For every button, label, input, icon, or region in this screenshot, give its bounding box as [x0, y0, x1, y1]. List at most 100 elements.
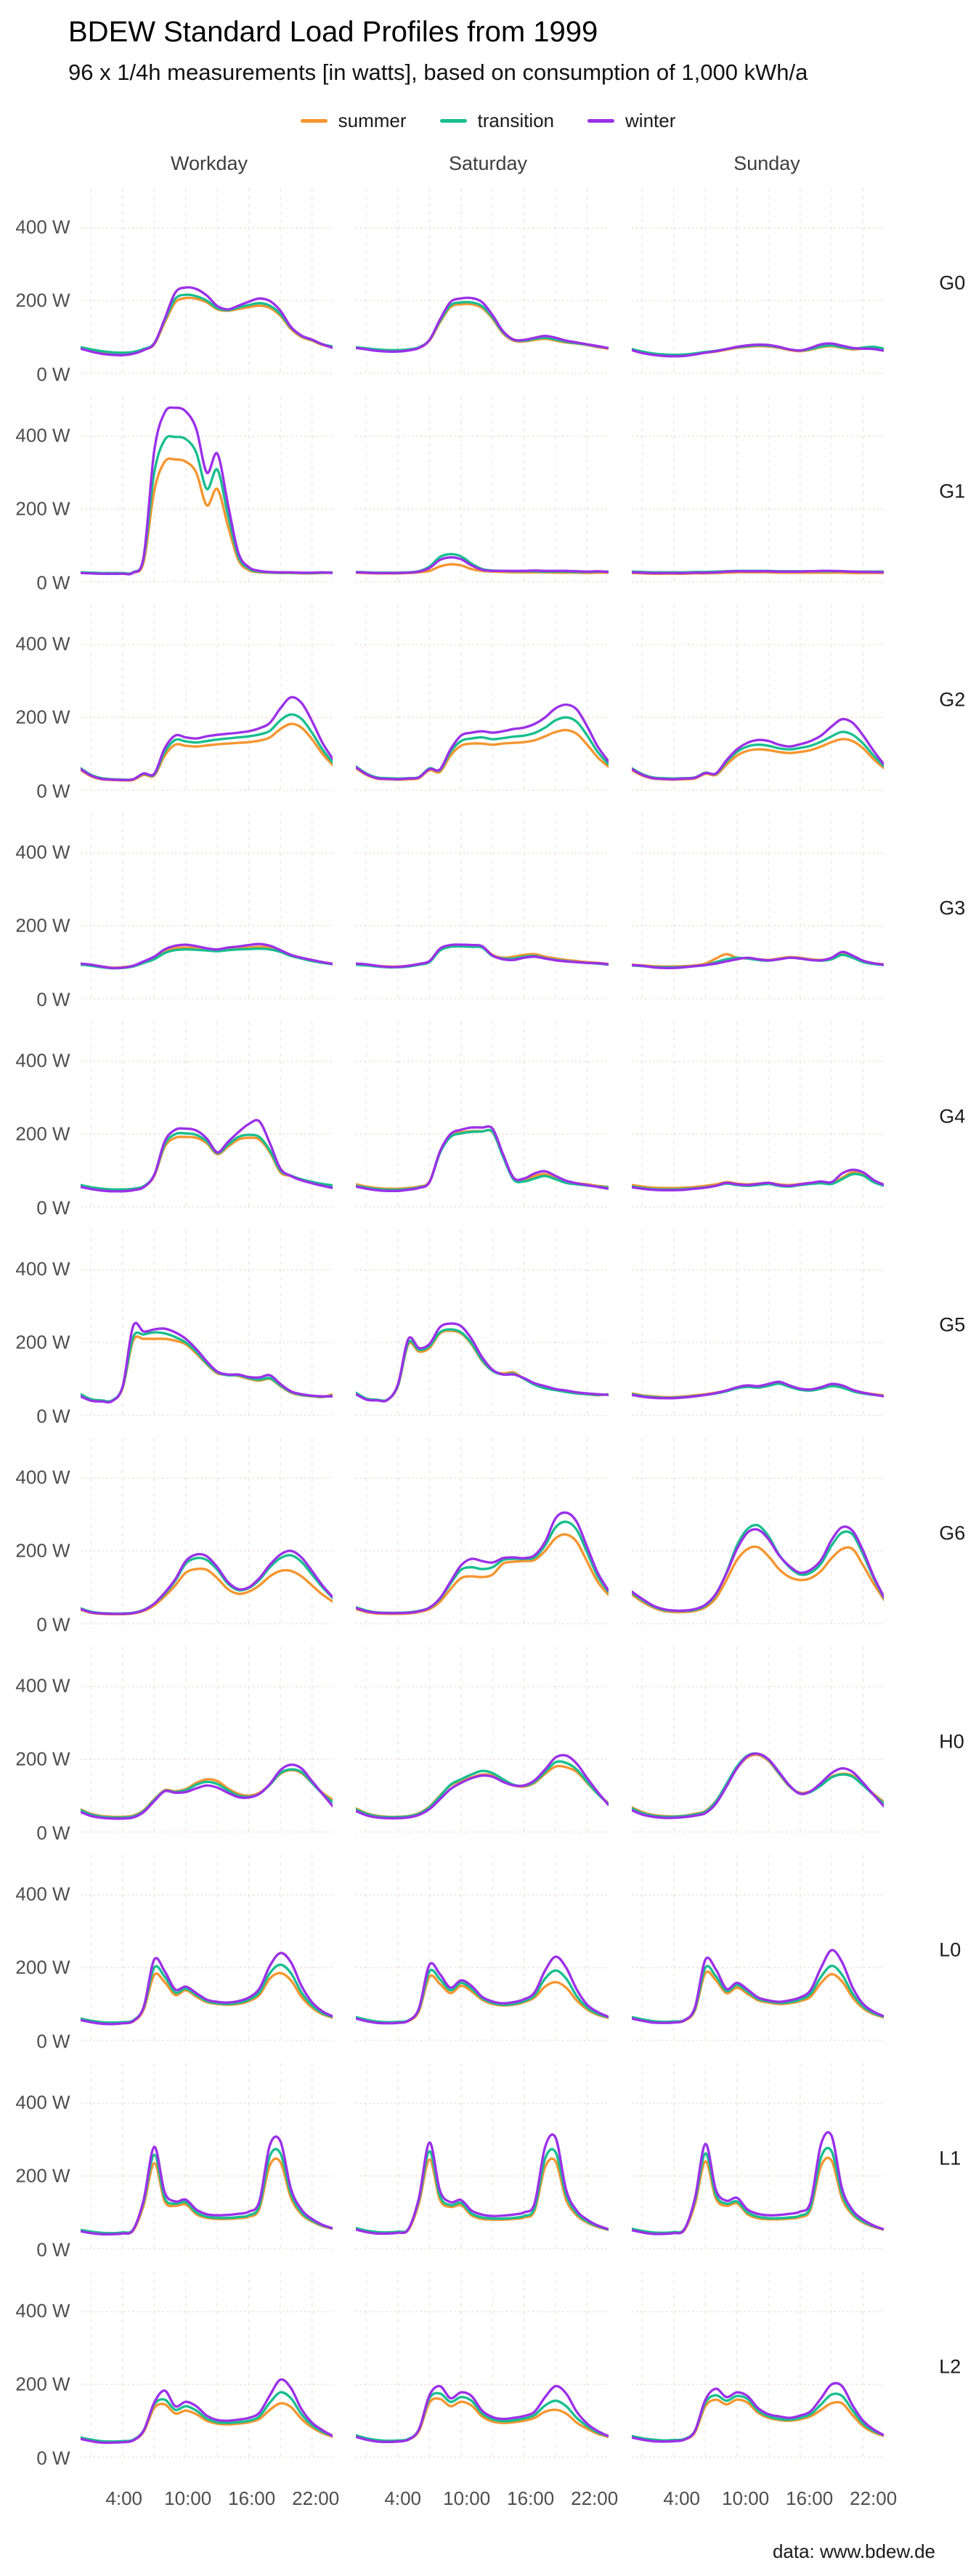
x-axis: 4:00 10:00 16:00 22:00 4:00 10:00 16:00 22:00 4:… [0, 2483, 976, 2512]
x-tick-label: 4:00 [384, 2487, 421, 2509]
gridlines [631, 2271, 884, 2462]
line-summer [80, 296, 333, 355]
facet-row-G4: 0 W 200 W 400 W G4 [0, 1020, 976, 1228]
legend-label: summer [338, 109, 407, 131]
facet-panel-H0-saturday [356, 1646, 609, 1837]
y-tick-label: 200 W [15, 1331, 70, 1353]
legend-item-winter: winter [587, 110, 675, 132]
y-tick-label: 0 W [36, 363, 70, 386]
facet-panel-L2-saturday [356, 2271, 609, 2462]
x-tick-label: 10:00 [443, 2487, 491, 2509]
gridlines [80, 396, 333, 587]
line-winter [80, 696, 333, 781]
page-title: BDEW Standard Load Profiles from 1999 [68, 16, 598, 48]
facet-panel-L0-sunday [631, 1854, 884, 2045]
facet-strip-label: G2 [939, 688, 966, 710]
column-header-sunday: Sunday [733, 152, 800, 174]
line-summer [80, 1769, 333, 1819]
line-winter [356, 1322, 609, 1403]
column-header-spacer [0, 152, 81, 175]
line-summer [356, 2397, 609, 2443]
line-transition [631, 2392, 884, 2442]
facet-panel-G3-workday [80, 812, 333, 1003]
line-transition [631, 1523, 884, 1613]
gridlines [80, 812, 333, 1003]
facet-strip-label: L0 [939, 1939, 961, 1960]
facet-row-G3: 0 W 200 W 400 W G3 [0, 812, 976, 1020]
gridlines [631, 396, 884, 587]
line-winter [80, 1119, 333, 1193]
line-winter [631, 2381, 884, 2443]
line-transition [80, 947, 333, 970]
x-tick-label: 16:00 [228, 2487, 276, 2509]
line-summer [80, 457, 333, 575]
facet-strip-L0: L0 [907, 1854, 976, 2046]
y-tick-label: 200 W [15, 2373, 70, 2395]
facet-row-L1: 0 W 200 W 400 W L1 [0, 2062, 976, 2270]
legend-label: winter [625, 109, 676, 131]
y-tick-label: 400 W [15, 1466, 70, 1488]
line-transition [80, 1131, 333, 1191]
gridlines [631, 1646, 884, 1837]
facet-panel-G2-workday [80, 604, 333, 795]
gridlines [631, 1229, 884, 1420]
line-winter [80, 2378, 333, 2445]
x-tick-label: 4:00 [663, 2487, 700, 2509]
line-winter [80, 1763, 333, 1820]
y-tick-label: 0 W [36, 2030, 70, 2053]
facet-panel-G6-sunday [631, 1438, 884, 1629]
x-tick-label: 4:00 [105, 2487, 142, 2509]
x-tick-label: 10:00 [722, 2487, 770, 2509]
y-tick-label: 200 W [15, 914, 70, 937]
gridlines [80, 2271, 333, 2462]
facet-strip-G2: G2 [907, 603, 976, 796]
legend-label: transition [477, 109, 555, 131]
y-axis-labels: 0 W 200 W 400 W [0, 395, 81, 593]
facet-panel-L1-saturday [356, 2063, 609, 2254]
facet-strip-G4: G4 [907, 1020, 976, 1212]
facet-strip-G0: G0 [907, 187, 976, 379]
y-axis-labels: 0 W 200 W 400 W [0, 2270, 81, 2469]
facet-row-G0: 0 W 200 W 400 W G0 [0, 187, 976, 395]
y-tick-label: 0 W [36, 780, 70, 802]
facet-strip-label: G5 [939, 1313, 966, 1335]
legend-swatch-winter-icon [587, 118, 615, 123]
line-transition [80, 2148, 333, 2235]
line-winter [356, 2384, 609, 2443]
column-header-workday: Workday [170, 152, 248, 174]
chart-header: BDEW Standard Load Profiles from 1999 96… [0, 0, 976, 86]
line-summer [356, 1128, 609, 1191]
y-tick-label: 0 W [36, 2447, 70, 2469]
gridlines [356, 1854, 609, 2045]
y-axis-labels: 0 W 200 W 400 W [0, 187, 81, 385]
line-winter [356, 2133, 609, 2235]
line-summer [631, 1753, 884, 1818]
y-tick-label: 400 W [15, 424, 70, 447]
y-tick-label: 200 W [15, 1539, 70, 1562]
gridlines [631, 1021, 884, 1212]
line-summer [80, 722, 333, 782]
facet-row-H0: 0 W 200 W 400 W H0 [0, 1645, 976, 1854]
x-tick-label: 22:00 [571, 2487, 619, 2509]
x-tick-label: 22:00 [850, 2487, 898, 2509]
y-axis-labels: 0 W 200 W 400 W [0, 1020, 81, 1218]
facet-panel-G0-workday [80, 187, 333, 378]
y-tick-label: 0 W [36, 1822, 70, 1844]
facet-panel-G1-sunday [631, 396, 884, 587]
facet-panel-G4-workday [80, 1021, 333, 1212]
facet-strip-label: G1 [939, 480, 966, 502]
facet-strip-G5: G5 [907, 1228, 976, 1421]
y-tick-label: 0 W [36, 1197, 70, 1219]
line-winter [356, 1125, 609, 1193]
line-transition [631, 2146, 884, 2234]
facet-panel-L0-workday [80, 1854, 333, 2045]
line-summer [80, 1136, 333, 1192]
legend: summer transition winter [0, 107, 976, 134]
y-tick-label: 400 W [15, 1049, 70, 1072]
line-transition [356, 716, 609, 780]
y-tick-label: 0 W [36, 2238, 70, 2261]
line-summer [80, 2157, 333, 2235]
gridlines [631, 604, 884, 795]
line-winter [631, 342, 884, 358]
y-tick-label: 400 W [15, 1258, 70, 1280]
